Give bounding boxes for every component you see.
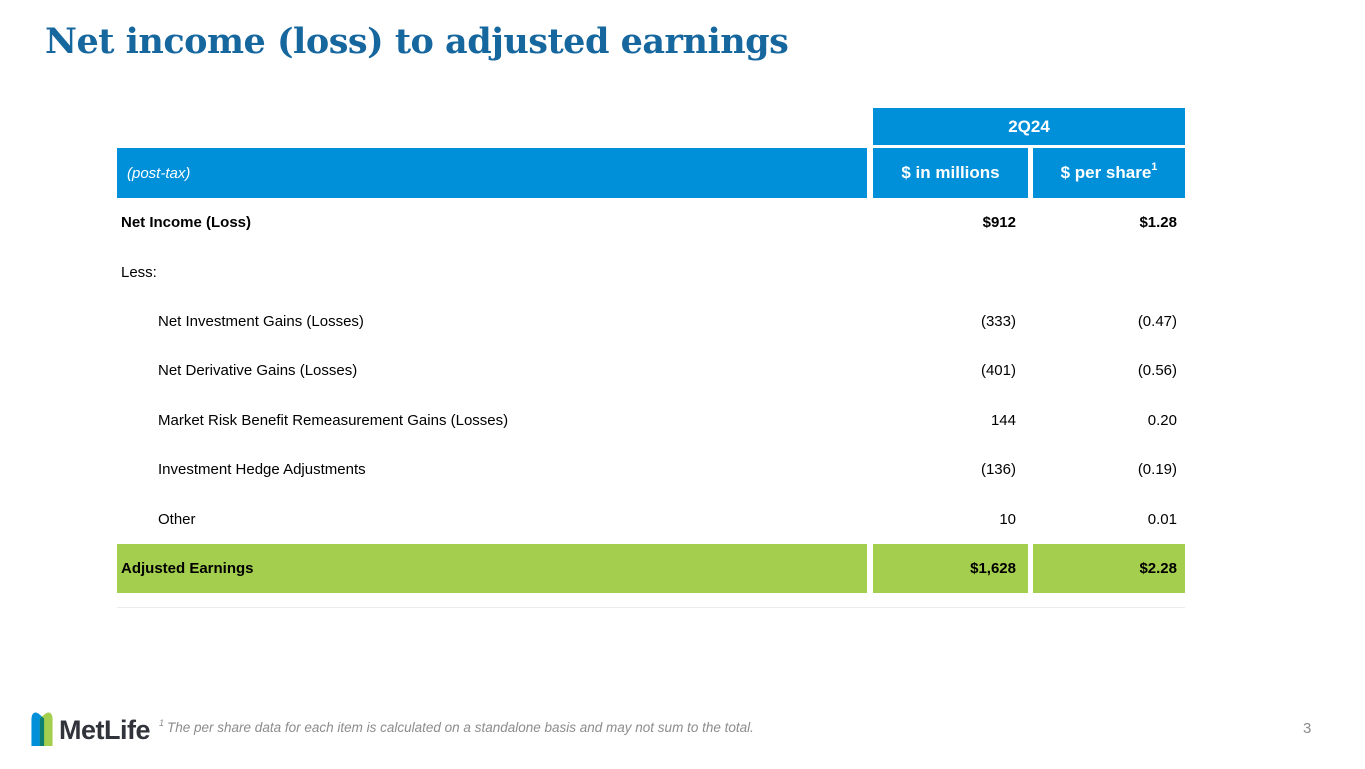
total-row-per-share-value: $2.28 (1033, 543, 1185, 593)
table-bottom-rule (117, 607, 1185, 608)
table-row: Net Derivative Gains (Losses) (401) (0.5… (117, 346, 1185, 395)
row-per-share-value (1033, 247, 1185, 296)
row-per-share-value: $1.28 (1139, 214, 1177, 232)
row-millions-value: (136) (980, 461, 1016, 479)
table-row: Less: (117, 247, 1185, 296)
table-body: Net Income (Loss) $912 $1.28 Less: Net I… (117, 198, 1185, 544)
metlife-logo-mark (31, 712, 53, 746)
row-label: Net Derivative Gains (Losses) (158, 362, 358, 380)
metlife-logo: MetLife (30, 709, 151, 747)
row-label: Market Risk Benefit Remeasurement Gains … (158, 411, 509, 429)
row-label: Other (158, 510, 196, 528)
row-millions-value: 144 (990, 411, 1016, 429)
metlife-wordmark: MetLife (59, 714, 151, 745)
page-number: 3 (1303, 720, 1312, 737)
table-period-row: 2Q24 (117, 108, 1185, 145)
row-label: Less: (121, 263, 157, 281)
row-millions-value: (401) (980, 362, 1016, 380)
row-millions-value (873, 247, 1028, 296)
table-total-row: Adjusted Earnings $1,628 $2.28 (117, 543, 1185, 593)
footnote-marker: 1 (159, 717, 165, 728)
table-row: Net Income (Loss) $912 $1.28 (117, 198, 1185, 247)
table-row: Market Risk Benefit Remeasurement Gains … (117, 396, 1185, 445)
row-millions-value: 10 (999, 510, 1016, 528)
table-row: Other 10 0.01 (117, 494, 1185, 543)
reconciliation-table: 2Q24 (post-tax) $ in millions $ per shar… (117, 108, 1185, 593)
row-per-share-value: (0.19) (1137, 461, 1177, 479)
table-row: Investment Hedge Adjustments (136) (0.19… (117, 445, 1185, 494)
row-per-share-value: (0.47) (1137, 312, 1177, 330)
total-row-label: Adjusted Earnings (117, 543, 867, 593)
row-millions-value: $912 (982, 214, 1016, 232)
slide-title: Net income (loss) to adjusted earnings (45, 21, 789, 62)
row-label: Investment Hedge Adjustments (158, 461, 366, 479)
table-row: Net Investment Gains (Losses) (333) (0.4… (117, 297, 1185, 346)
column-header-per-share-label: $ per share (1060, 163, 1152, 182)
corner-label-cell: (post-tax) (117, 148, 867, 198)
footnote: 1 The per share data for each item is cal… (159, 717, 754, 735)
footnote-text: The per share data for each item is calc… (167, 720, 754, 735)
total-row-millions-value: $1,628 (873, 543, 1028, 593)
period-header-cell: 2Q24 (873, 108, 1185, 145)
table-header-row: (post-tax) $ in millions $ per share 1 (117, 148, 1185, 198)
row-label: Net Investment Gains (Losses) (158, 312, 364, 330)
column-header-millions: $ in millions (873, 148, 1028, 198)
row-per-share-value: (0.56) (1137, 362, 1177, 380)
row-per-share-value: 0.20 (1147, 411, 1177, 429)
row-millions-value: (333) (980, 312, 1016, 330)
row-per-share-value: 0.01 (1147, 510, 1177, 528)
row-label: Net Income (Loss) (121, 214, 252, 232)
column-header-per-share: $ per share 1 (1033, 148, 1185, 198)
